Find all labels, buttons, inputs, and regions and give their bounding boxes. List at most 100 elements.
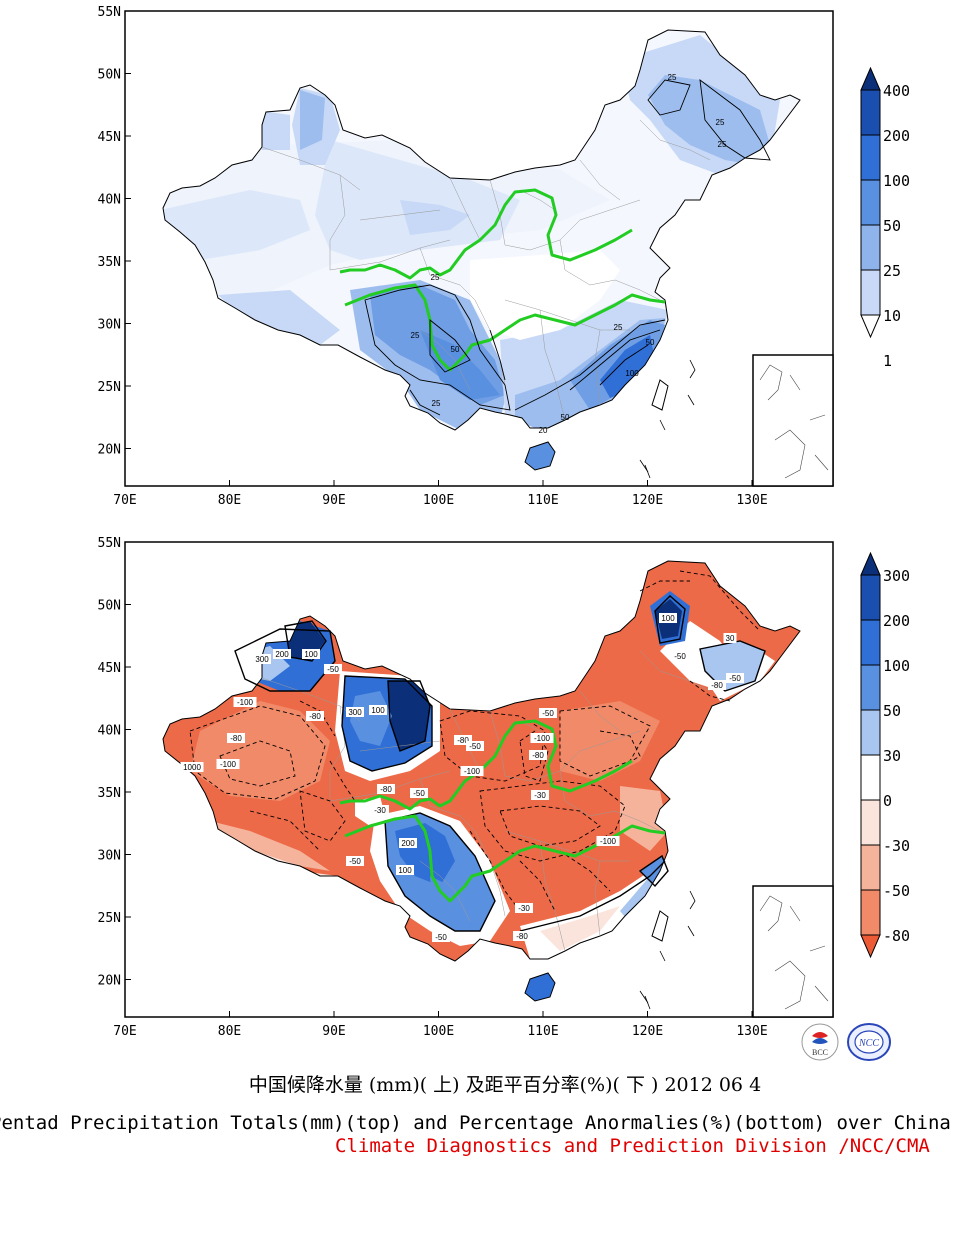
top-colorbar-segment (860, 269, 881, 316)
anomaly-contour-label-bg (396, 865, 414, 875)
top-province-line (639, 119, 711, 161)
anomaly-contour-label-bg (377, 784, 395, 794)
precip-contour (699, 79, 771, 161)
anomaly-contour-label: -30 (374, 806, 386, 815)
anomaly-contour-solid (234, 628, 336, 692)
anomaly-contour-dashed (299, 790, 346, 842)
precip-contour (599, 344, 649, 386)
anomaly-contour-dashed (439, 710, 546, 782)
anomaly-contour-label-bg (432, 932, 450, 942)
ncc-logo: NCC (846, 1022, 891, 1062)
anomaly-contour-label-bg (346, 856, 364, 866)
bot-colorbar-segment (860, 619, 881, 666)
top-colorbar-label: 25 (883, 262, 901, 280)
bot-colorbar-segment (860, 799, 881, 846)
bot-lon-tick-label: 120E (632, 1024, 663, 1039)
bot-province-line (504, 830, 630, 862)
top-colorbar-label: 50 (883, 217, 901, 235)
top-colorbar-segment (860, 179, 881, 226)
anomaly-contour-dashed (479, 780, 626, 862)
anomaly-contour-dashed (519, 730, 549, 782)
bot-province-line (504, 730, 641, 782)
top-province-line (579, 159, 621, 201)
bot-fill-region (350, 691, 392, 746)
top-fill-region (600, 335, 655, 398)
anomaly-contour-label-bg (273, 649, 291, 659)
top-fill-region (163, 190, 310, 260)
anomaly-contour-label: -50 (542, 709, 554, 718)
anomaly-contour-label: -80 (309, 712, 321, 721)
top-colorbar-bottom-arrow (860, 314, 881, 339)
precip-contour-label: 50 (646, 338, 655, 347)
top-colorbar-top-arrow (860, 66, 881, 91)
bot-fill-region (700, 641, 765, 691)
top-colorbar-label: 10 (883, 307, 901, 325)
anomaly-contour-dashed (219, 740, 296, 787)
anomaly-contour-label: -50 (729, 674, 741, 683)
anomaly-contour-label: -30 (518, 904, 530, 913)
anomaly-contour-lines (189, 570, 766, 932)
bcc-logo-text: BCC (812, 1048, 828, 1057)
bot-inset-coast (789, 905, 801, 922)
anomaly-contour-label: -50 (327, 665, 339, 674)
bot-inset-coast (814, 985, 829, 1002)
top-island-line (687, 394, 695, 406)
bot-province-line (559, 770, 616, 817)
anomaly-contour-label-bg (399, 838, 417, 848)
precip-contour (364, 284, 511, 411)
chinese-caption: 中国候降水量 (mm)( 上) 及距平百分率(%)( 下 ) 2012 06 4 (248, 1074, 762, 1096)
anomaly-contour-label: -30 (534, 791, 546, 800)
top-lat-tick-label: 40N (98, 193, 121, 208)
precip-colorbar: 400 200 100 50 25 10 1 (860, 66, 910, 370)
bot-fill-region (388, 681, 430, 751)
anomaly-china-outline (162, 560, 801, 1002)
anomaly-contour-dashed (679, 570, 761, 632)
anomaly-contour-label: 100 (398, 866, 412, 875)
top-lon-tick-label: 120E (632, 493, 663, 508)
anomaly-contour-dashed (599, 730, 641, 772)
top-lon-tick-label: 130E (736, 493, 767, 508)
anomaly-contour-label: -80 (711, 681, 723, 690)
anomaly-contour-label-bg (723, 633, 737, 643)
bot-lat-tick-label: 50N (98, 599, 121, 614)
precip-contour-label: 50 (451, 345, 460, 354)
top-lat-tick-label: 30N (98, 318, 121, 333)
anomaly-contour-label: 100 (304, 650, 318, 659)
top-inset-coast (774, 429, 806, 479)
bot-island-line (687, 925, 695, 937)
top-lon-tick-label: 100E (423, 493, 454, 508)
top-fill-region (525, 442, 555, 470)
bot-lat-tick-label: 30N (98, 849, 121, 864)
top-colorbar-segment (860, 134, 881, 181)
anomaly-contour-label: -100 (600, 837, 617, 846)
anomaly-contour-label: -80 (380, 785, 392, 794)
anomaly-contour-solid (384, 812, 496, 932)
top-fill-region (470, 250, 620, 340)
anomaly-contour-dashed (329, 760, 356, 802)
anomaly-contour-label-bg (454, 735, 472, 745)
bcc-logo-graphic: BCC (801, 1023, 839, 1061)
bot-colorbar-segment (860, 664, 881, 711)
anomaly-contour-label: 200 (401, 839, 415, 848)
bot-fill-region (210, 821, 330, 871)
top-fill-region (400, 200, 470, 235)
precip-contour-label: 25 (716, 118, 725, 127)
anomaly-contour-label-bg (346, 707, 364, 717)
anomaly-contour-label: -80 (516, 932, 528, 941)
precip-contour-label: 25 (411, 331, 420, 340)
top-river-line (339, 188, 633, 280)
top-fill-region (218, 290, 340, 345)
anomaly-contour-label-bg (531, 790, 549, 800)
precip-china-outline (162, 29, 801, 471)
bot-colorbar-label: 200 (883, 612, 910, 630)
bot-inset-coast (759, 895, 783, 932)
top-colorbar-label: 200 (883, 127, 910, 145)
anomaly-contour-solid (654, 595, 686, 644)
anomaly-contour-label: 100 (661, 614, 675, 623)
anomaly-contour-label: 300 (348, 708, 362, 717)
anomaly-contour-label-bg (539, 708, 557, 718)
top-island-line (644, 464, 651, 479)
top-province-line (559, 239, 616, 286)
precip-south-sea-inset (752, 354, 834, 487)
bot-colorbar-top-arrow (860, 551, 881, 576)
